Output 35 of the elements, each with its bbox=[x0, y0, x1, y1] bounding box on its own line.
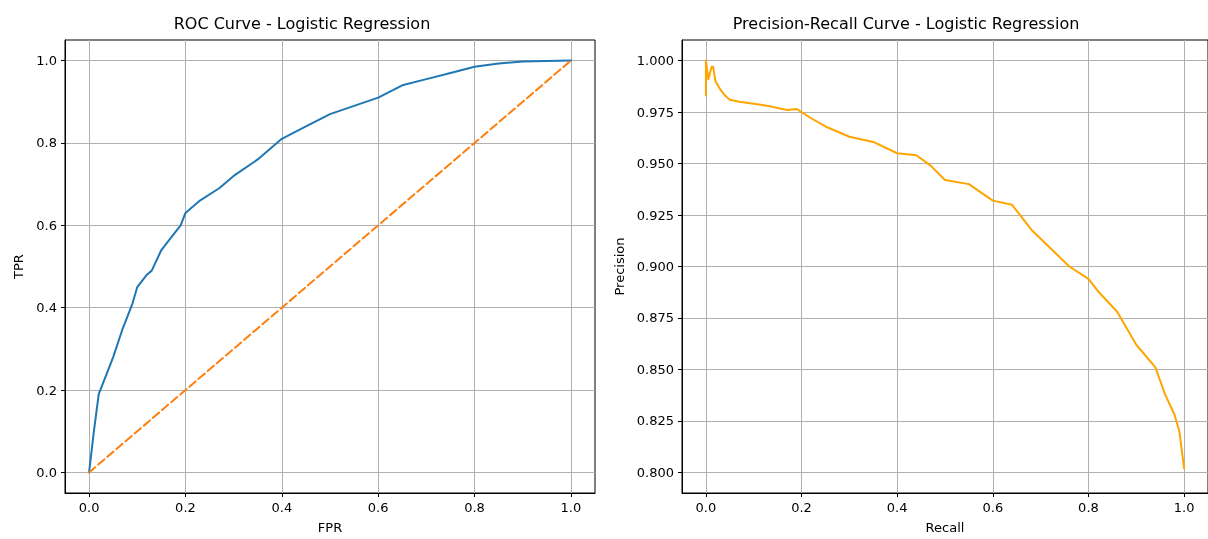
line-series bbox=[704, 59, 1186, 470]
chart-title: Precision-Recall Curve - Logistic Regression bbox=[732, 13, 1080, 33]
x-tick-label: 0.2 bbox=[175, 500, 196, 515]
x-tick-label: 1.0 bbox=[560, 500, 582, 515]
y-tick-label: 0.975 bbox=[636, 104, 674, 120]
x-axis-title: FPR bbox=[317, 520, 343, 535]
y-tick-label: 0.950 bbox=[636, 156, 674, 172]
y-tick-label: 0.875 bbox=[636, 310, 674, 326]
y-tick-label: 0.2 bbox=[36, 382, 57, 398]
y-axis-title: TPR bbox=[11, 254, 26, 280]
x-tick-label: 0.2 bbox=[791, 500, 812, 515]
x-tick-label: 0.0 bbox=[78, 500, 100, 515]
y-tick-label: 0.925 bbox=[636, 207, 674, 223]
y-tick-label: 1.0 bbox=[36, 53, 57, 69]
x-tick-label: 0.0 bbox=[695, 500, 717, 515]
y-tick-label: 0.900 bbox=[636, 259, 674, 274]
x-tick-label: 0.4 bbox=[886, 500, 908, 515]
y-tick-label: 0.8 bbox=[36, 135, 57, 151]
x-axis-title: Recall bbox=[925, 520, 965, 535]
y-tick-label: 0.0 bbox=[36, 464, 57, 480]
y-tick-label: 0.4 bbox=[36, 300, 57, 316]
x-tick-label: 0.6 bbox=[982, 500, 1004, 515]
x-tick-label: 1.0 bbox=[1173, 500, 1195, 515]
y-tick-label: 0.6 bbox=[36, 217, 57, 233]
x-tick-label: 0.6 bbox=[367, 500, 389, 515]
y-tick-label: 1.000 bbox=[636, 53, 674, 69]
y-tick-label: 0.800 bbox=[636, 464, 674, 480]
x-tick-label: 0.4 bbox=[271, 500, 293, 515]
chart-title: ROC Curve - Logistic Regression bbox=[173, 13, 431, 33]
y-tick-label: 0.850 bbox=[636, 361, 674, 377]
x-tick-label: 0.8 bbox=[1078, 500, 1099, 515]
line-series bbox=[88, 59, 572, 474]
y-axis-title: Precision bbox=[611, 237, 627, 296]
y-tick-label: 0.825 bbox=[636, 413, 674, 429]
x-tick-label: 0.8 bbox=[464, 500, 485, 515]
